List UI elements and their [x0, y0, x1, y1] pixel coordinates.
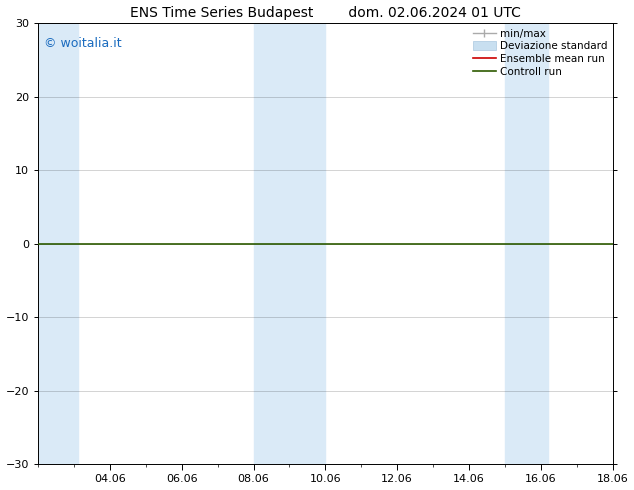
Bar [38, 24, 77, 464]
Bar [505, 24, 548, 464]
Title: ENS Time Series Budapest        dom. 02.06.2024 01 UTC: ENS Time Series Budapest dom. 02.06.2024… [130, 5, 521, 20]
Text: © woitalia.it: © woitalia.it [44, 37, 122, 49]
Legend: min/max, Deviazione standard, Ensemble mean run, Controll run: min/max, Deviazione standard, Ensemble m… [470, 26, 609, 78]
Bar [254, 24, 325, 464]
